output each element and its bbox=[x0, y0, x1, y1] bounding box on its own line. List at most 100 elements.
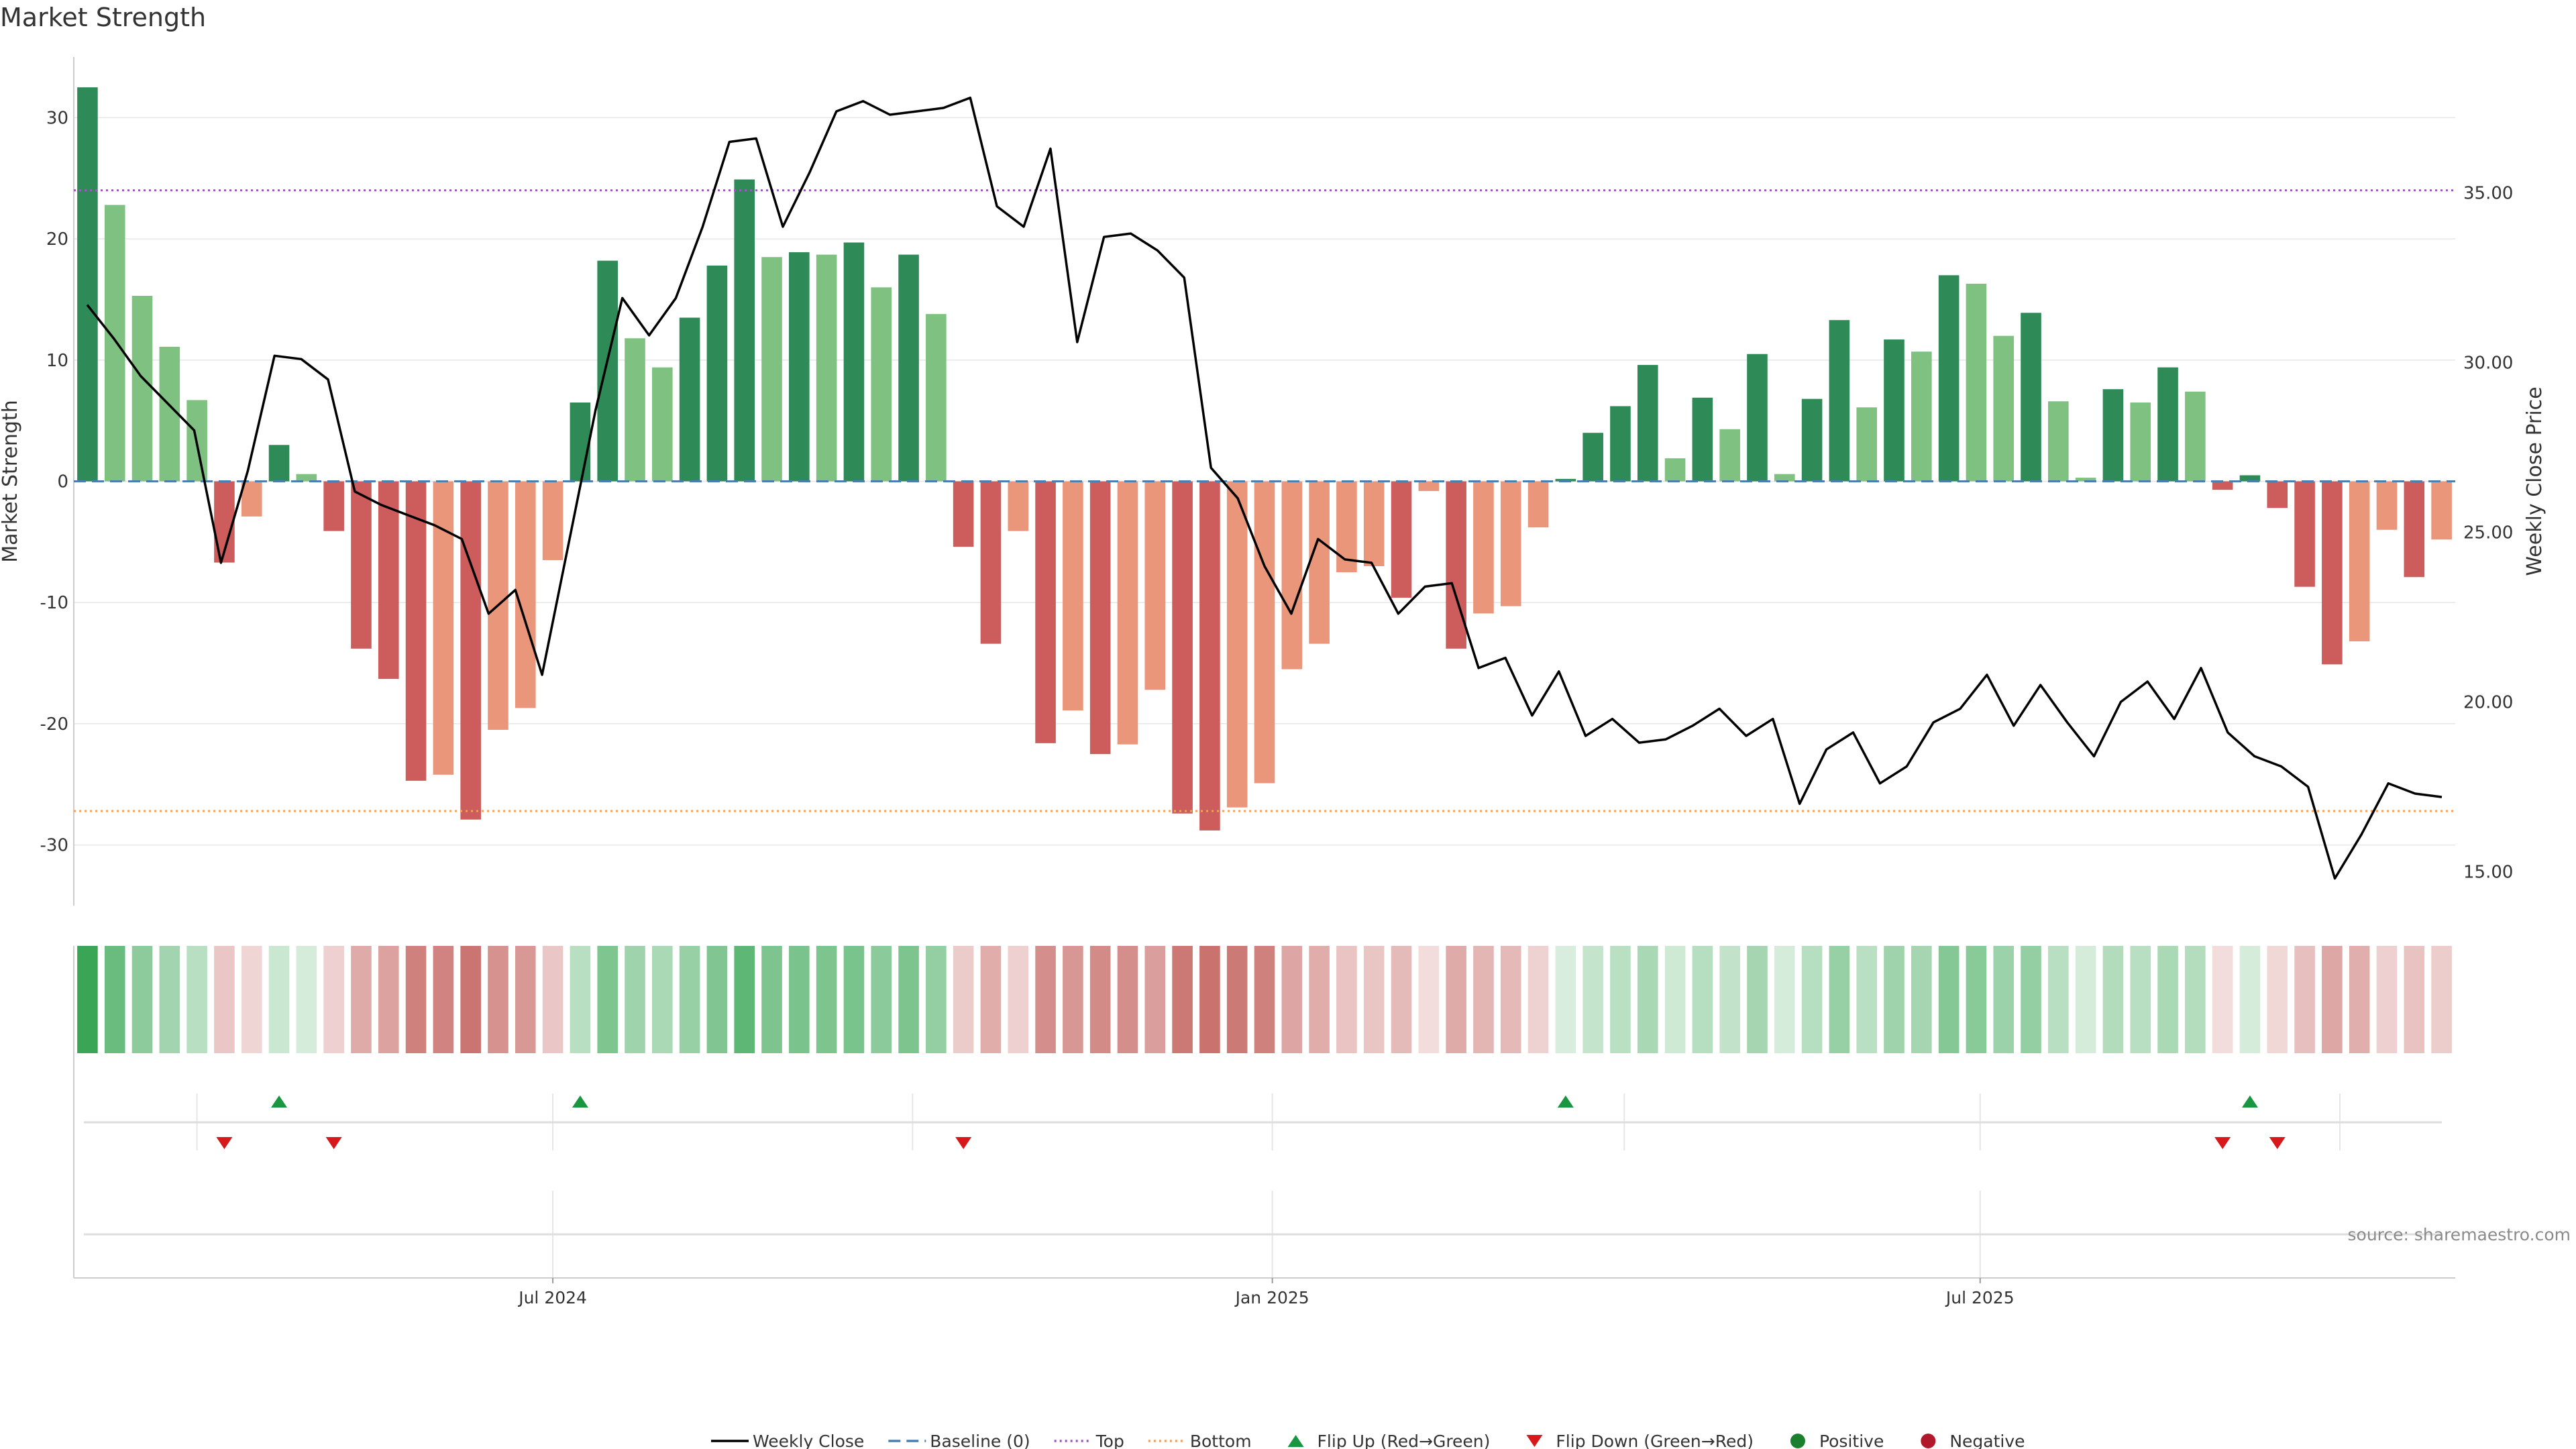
legend-label-negative: Negative bbox=[1949, 1432, 2025, 1449]
heat-cell bbox=[926, 946, 947, 1053]
heat-cell bbox=[706, 946, 728, 1053]
strength-bar bbox=[131, 296, 153, 482]
strength-bar bbox=[1199, 481, 1220, 830]
heat-cell bbox=[1063, 946, 1083, 1053]
strength-bar bbox=[871, 287, 892, 482]
y-axis-title-right: Weekly Close Price bbox=[2523, 386, 2546, 576]
strength-bar bbox=[1226, 481, 1248, 808]
strength-bar bbox=[2349, 481, 2370, 642]
heat-cell bbox=[1966, 946, 1987, 1053]
strength-bar bbox=[1254, 481, 1275, 784]
heat-cell bbox=[1938, 946, 1960, 1053]
strength-bar bbox=[1829, 320, 1850, 482]
heat-cell bbox=[1117, 946, 1138, 1053]
strength-bar bbox=[104, 205, 125, 482]
heat-cell bbox=[268, 946, 290, 1053]
heat-cell bbox=[1692, 946, 1713, 1053]
strength-bar bbox=[1446, 481, 1466, 649]
y-tick-label-left: 0 bbox=[57, 472, 68, 492]
page-title: Market Strength bbox=[0, 3, 207, 32]
strength-bar bbox=[1008, 481, 1029, 531]
strength-bar bbox=[651, 367, 673, 482]
heat-cell bbox=[1172, 946, 1193, 1053]
y-tick-label-right: 20.00 bbox=[2463, 692, 2513, 712]
heat-cell bbox=[1911, 946, 1932, 1053]
heat-cell bbox=[1637, 946, 1658, 1053]
strength-bar bbox=[1172, 481, 1193, 814]
y-tick-label-right: 15.00 bbox=[2463, 862, 2513, 882]
weekly-close-line bbox=[86, 96, 2443, 880]
heat-cell bbox=[378, 946, 399, 1053]
strength-bar bbox=[1664, 458, 1686, 482]
heat-cell bbox=[1254, 946, 1275, 1053]
heat-cell bbox=[625, 946, 645, 1053]
legend-label-top: Top bbox=[1095, 1432, 1124, 1449]
legend-marker-positive bbox=[1790, 1434, 1805, 1448]
heat-cell bbox=[1035, 946, 1056, 1053]
strength-bar bbox=[706, 265, 728, 482]
heat-cell bbox=[2157, 946, 2178, 1053]
heat-cell bbox=[296, 946, 317, 1053]
legend-label-bottom: Bottom bbox=[1190, 1432, 1252, 1449]
heat-cell bbox=[980, 946, 1002, 1053]
heat-cell bbox=[2404, 946, 2425, 1053]
heat-cell bbox=[1446, 946, 1466, 1053]
heat-cell bbox=[2431, 946, 2452, 1053]
strength-bar bbox=[1391, 481, 1412, 598]
strength-bar bbox=[1281, 481, 1303, 669]
heat-cell bbox=[186, 946, 207, 1053]
heat-cell bbox=[1391, 946, 1412, 1053]
strength-bar bbox=[268, 445, 290, 482]
flip-down-marker bbox=[2214, 1137, 2231, 1149]
heat-cell bbox=[1856, 946, 1878, 1053]
heat-cell bbox=[1008, 946, 1029, 1053]
heat-cell bbox=[651, 946, 673, 1053]
heat-cell bbox=[1801, 946, 1823, 1053]
strength-bar bbox=[2294, 481, 2315, 587]
heat-cell bbox=[1527, 946, 1549, 1053]
heat-cell bbox=[1226, 946, 1248, 1053]
strength-bar bbox=[1637, 365, 1658, 482]
strength-bar bbox=[2239, 475, 2261, 482]
x-tick-label: Jul 2025 bbox=[1945, 1288, 2015, 1307]
heat-cell bbox=[1089, 946, 1111, 1053]
heat-cell bbox=[1473, 946, 1494, 1053]
strength-bar bbox=[1747, 354, 1768, 482]
heat-cell bbox=[1336, 946, 1357, 1053]
strength-bar bbox=[405, 481, 427, 781]
strength-bar bbox=[789, 252, 810, 482]
strength-bar bbox=[2322, 481, 2343, 665]
heat-cell bbox=[542, 946, 564, 1053]
heat-cell bbox=[241, 946, 262, 1053]
heat-cell bbox=[159, 946, 180, 1053]
x-tick-label: Jul 2024 bbox=[517, 1288, 587, 1307]
y-tick-label-left: -20 bbox=[40, 714, 68, 735]
strength-bar bbox=[734, 179, 755, 482]
strength-bar bbox=[2212, 481, 2233, 490]
heat-cell bbox=[2075, 946, 2096, 1053]
heat-cell bbox=[1500, 946, 1521, 1053]
heat-cell bbox=[1555, 946, 1576, 1053]
y-tick-label-left: -10 bbox=[40, 593, 68, 613]
heat-cell bbox=[2376, 946, 2398, 1053]
strength-bar bbox=[1117, 481, 1138, 745]
heat-cell bbox=[679, 946, 700, 1053]
heat-cell bbox=[323, 946, 344, 1053]
strength-bar bbox=[1610, 406, 1631, 482]
heat-cell bbox=[597, 946, 618, 1053]
y-tick-label-right: 25.00 bbox=[2463, 523, 2513, 543]
heat-cell bbox=[843, 946, 865, 1053]
strength-bar bbox=[2102, 389, 2124, 482]
heat-cell bbox=[761, 946, 782, 1053]
heat-cell bbox=[898, 946, 919, 1053]
strength-bar bbox=[1692, 397, 1713, 482]
strength-bar bbox=[351, 481, 372, 649]
y-axis-title-left: Market Strength bbox=[0, 400, 22, 562]
flip-down-marker bbox=[2269, 1137, 2286, 1149]
flip-up-marker bbox=[572, 1095, 588, 1108]
heat-cell bbox=[2239, 946, 2261, 1053]
y-tick-label-right: 35.00 bbox=[2463, 183, 2513, 203]
strength-bar bbox=[1966, 283, 1987, 482]
y-tick-label-right: 30.00 bbox=[2463, 353, 2513, 373]
strength-bar bbox=[1719, 429, 1740, 482]
